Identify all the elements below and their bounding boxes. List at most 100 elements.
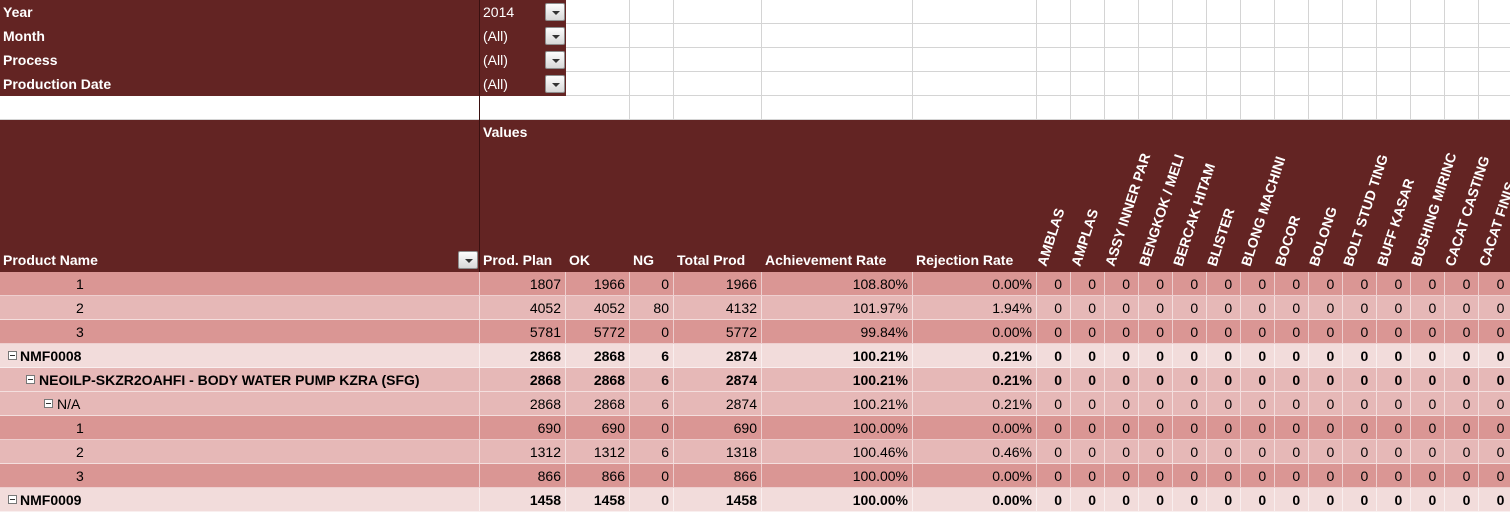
row-label: 3 xyxy=(0,320,480,344)
defect-cell: 0 xyxy=(1343,368,1378,392)
collapse-toggle[interactable] xyxy=(26,375,35,384)
defect-cell: 0 xyxy=(1173,320,1208,344)
blank-row xyxy=(0,96,566,120)
defect-cell: 0 xyxy=(1037,320,1072,344)
grid-cell xyxy=(762,48,913,72)
grid-cell xyxy=(1445,24,1480,48)
defect-cell: 0 xyxy=(1445,392,1480,416)
value-cell: 5781 xyxy=(480,320,566,344)
defect-cell: 0 xyxy=(1309,272,1344,296)
grid-cell xyxy=(1343,0,1378,24)
defect-cell: 0 xyxy=(1105,272,1140,296)
value-cell: 2868 xyxy=(566,344,630,368)
defect-cell: 0 xyxy=(1275,440,1310,464)
collapse-toggle[interactable] xyxy=(8,351,17,360)
grid-cell xyxy=(630,72,674,96)
grid-cell xyxy=(1275,0,1310,24)
defect-cell: 0 xyxy=(1241,272,1276,296)
grid-cell xyxy=(1343,72,1378,96)
value-cell: 2868 xyxy=(566,392,630,416)
defect-cell: 0 xyxy=(1139,440,1174,464)
defect-cell: 0 xyxy=(1173,440,1208,464)
defect-cell: 0 xyxy=(1343,464,1378,488)
collapse-toggle[interactable] xyxy=(8,495,17,504)
grid-cell xyxy=(1343,24,1378,48)
filter-dropdown[interactable] xyxy=(545,51,565,69)
value-cell: 1966 xyxy=(566,272,630,296)
grid-cell xyxy=(1105,72,1140,96)
grid-cell xyxy=(1309,0,1344,24)
value-cell: 0 xyxy=(630,272,674,296)
defect-cell: 0 xyxy=(1309,488,1344,512)
grid-cell xyxy=(1377,96,1412,120)
filter-dropdown[interactable] xyxy=(545,75,565,93)
grid-cell xyxy=(1037,72,1072,96)
value-cell: 690 xyxy=(566,416,630,440)
defect-cell: 0 xyxy=(1241,392,1276,416)
defect-cell: 0 xyxy=(1275,368,1310,392)
defect-cell: 0 xyxy=(1037,368,1072,392)
grid-cell xyxy=(1343,96,1378,120)
defect-cell: 0 xyxy=(1207,272,1242,296)
grid-cell xyxy=(1207,96,1242,120)
grid-cell xyxy=(1479,48,1510,72)
defect-cell: 0 xyxy=(1071,296,1106,320)
value-cell: 2868 xyxy=(566,368,630,392)
defect-cell: 0 xyxy=(1207,344,1242,368)
grid-cell xyxy=(1139,24,1174,48)
column-header: Achievement Rate xyxy=(765,252,887,268)
filter-dropdown[interactable] xyxy=(545,27,565,45)
defect-cell: 0 xyxy=(1309,296,1344,320)
defect-cell: 0 xyxy=(1377,368,1412,392)
value-cell: 4132 xyxy=(674,296,762,320)
value-cell: 0 xyxy=(630,320,674,344)
defect-cell: 0 xyxy=(1241,416,1276,440)
grid-cell xyxy=(762,72,913,96)
row-label: 1 xyxy=(0,272,480,296)
defect-cell: 0 xyxy=(1241,488,1276,512)
defect-cell: 0 xyxy=(1207,440,1242,464)
defect-cell: 0 xyxy=(1275,344,1310,368)
defect-cell: 0 xyxy=(1411,272,1446,296)
grid-cell xyxy=(1071,72,1106,96)
value-cell: 0 xyxy=(630,464,674,488)
row-label: 2 xyxy=(0,296,480,320)
grid-cell xyxy=(566,72,630,96)
grid-cell xyxy=(1071,96,1106,120)
grid-cell xyxy=(1411,48,1446,72)
defect-cell: 0 xyxy=(1445,272,1480,296)
defect-cell: 0 xyxy=(1037,392,1072,416)
defect-cell: 0 xyxy=(1173,344,1208,368)
value-cell: 5772 xyxy=(566,320,630,344)
defect-cell: 0 xyxy=(1479,488,1510,512)
value-cell: 0.00% xyxy=(913,272,1037,296)
filter-dropdown[interactable] xyxy=(545,3,565,21)
defect-cell: 0 xyxy=(1377,488,1412,512)
grid-cell xyxy=(1173,24,1208,48)
defect-cell: 0 xyxy=(1411,392,1446,416)
defect-cell: 0 xyxy=(1343,296,1378,320)
value-cell: 100.00% xyxy=(762,464,913,488)
defect-cell: 0 xyxy=(1037,440,1072,464)
column-header: Rejection Rate xyxy=(916,252,1014,268)
defect-cell: 0 xyxy=(1275,320,1310,344)
defect-cell: 0 xyxy=(1343,272,1378,296)
defect-cell: 0 xyxy=(1105,464,1140,488)
grid-cell xyxy=(1173,0,1208,24)
value-cell: 101.97% xyxy=(762,296,913,320)
value-cell: 6 xyxy=(630,440,674,464)
grid-cell xyxy=(762,96,913,120)
row-filter-button[interactable] xyxy=(458,251,478,269)
grid-cell xyxy=(913,48,1037,72)
defect-cell: 0 xyxy=(1105,392,1140,416)
defect-cell: 0 xyxy=(1445,344,1480,368)
value-cell: 0.21% xyxy=(913,392,1037,416)
defect-cell: 0 xyxy=(1275,488,1310,512)
defect-cell: 0 xyxy=(1445,440,1480,464)
defect-cell: 0 xyxy=(1411,320,1446,344)
collapse-toggle[interactable] xyxy=(44,399,53,408)
defect-cell: 0 xyxy=(1377,440,1412,464)
defect-cell: 0 xyxy=(1377,392,1412,416)
defect-cell: 0 xyxy=(1173,272,1208,296)
grid-cell xyxy=(1445,96,1480,120)
